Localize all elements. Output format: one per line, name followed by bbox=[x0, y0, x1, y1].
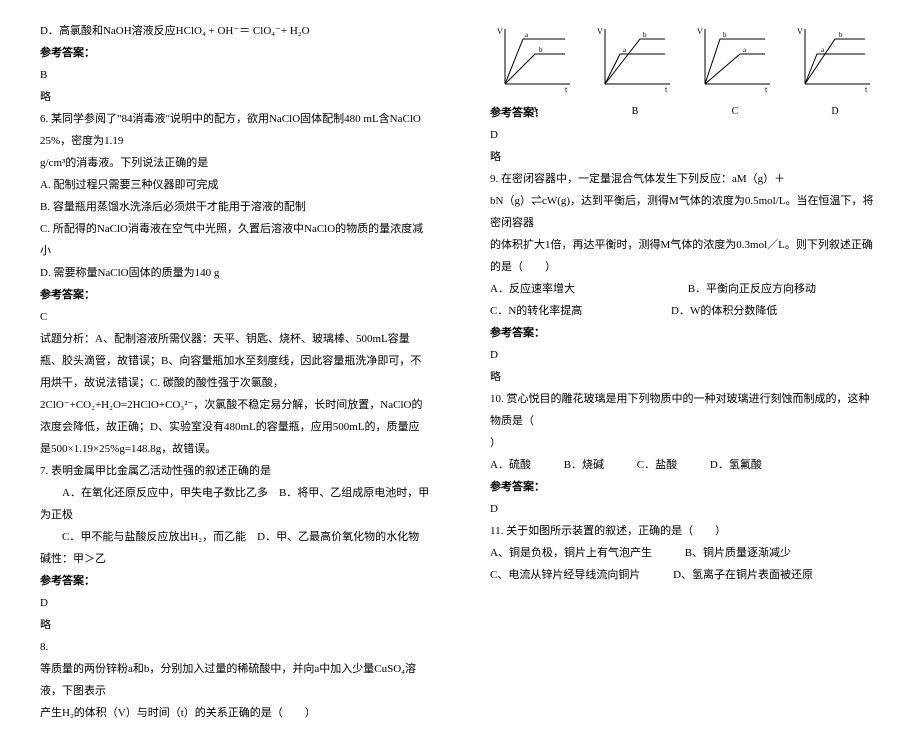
q6-option-d: D. 需要称量NaClO固体的质量为140 g bbox=[40, 262, 430, 284]
answer-9: D bbox=[490, 344, 880, 366]
answer-8: D bbox=[490, 124, 880, 146]
svg-text:t: t bbox=[865, 85, 868, 94]
svg-text:t: t bbox=[565, 85, 568, 94]
q9-option-a: A．反应速率增大 bbox=[490, 278, 575, 300]
q6-option-b: B. 容量瓶用蒸馏水洗涤后必须烘干才能用于溶液的配制 bbox=[40, 196, 430, 218]
q9-line1: 9. 在密闭容器中，一定量混合气体发生下列反应：aM（g）＋ bbox=[490, 168, 880, 190]
chart-a: V t a b A bbox=[495, 24, 575, 94]
q10-option-a: A．硫酸 bbox=[490, 454, 531, 476]
svg-text:t: t bbox=[765, 85, 768, 94]
q10-option-c: C．盐酸 bbox=[637, 454, 677, 476]
answer-label: 参考答案： bbox=[490, 322, 880, 344]
q7-option-c: C．甲不能与盐酸反应放出H₂，而乙能 bbox=[62, 531, 246, 543]
chart-label-d: D bbox=[795, 102, 875, 122]
answer-label: 参考答案： bbox=[40, 570, 430, 592]
q9-option-d: D．W的体积分数降低 bbox=[671, 300, 777, 322]
svg-text:b: b bbox=[723, 31, 727, 39]
q9-row2: C．N的转化率提高 D．W的体积分数降低 bbox=[490, 300, 880, 322]
answer-5: B bbox=[40, 64, 430, 86]
q7-row2: C．甲不能与盐酸反应放出H₂，而乙能 D．甲、乙最高价氧化物的水化物碱性：甲＞乙 bbox=[40, 526, 430, 570]
answer-10: D bbox=[490, 498, 880, 520]
q8-num: 8. bbox=[40, 636, 430, 658]
q10-option-b: B．烧碱 bbox=[564, 454, 604, 476]
chart-b: V t b a B bbox=[595, 24, 675, 94]
q8-line2: 产生H₂的体积（V）与时间（t）的关系正确的是（ ） bbox=[40, 702, 430, 724]
q9-row1: A．反应速率增大 B．平衡向正反应方向移动 bbox=[490, 278, 880, 300]
chart-row: V t a b A V t b a B bbox=[490, 24, 880, 94]
svg-text:a: a bbox=[821, 46, 825, 54]
chart-label-b: B bbox=[595, 102, 675, 122]
page-root: D．高氯酸和NaOH溶液反应HClO₄ + OH⁻＝ ClO₄⁻+ H₂O 参考… bbox=[40, 20, 880, 724]
right-column: V t a b A V t b a B bbox=[490, 20, 880, 724]
svg-text:a: a bbox=[743, 46, 747, 54]
svg-text:b: b bbox=[839, 31, 843, 39]
svg-text:V: V bbox=[797, 27, 803, 36]
lue-text: 略 bbox=[40, 86, 430, 108]
q11-line1: 11. 关于如图所示装置的叙述，正确的是（ ） bbox=[490, 520, 880, 542]
q6-line2: g/cm³的消毒液。下列说法正确的是 bbox=[40, 152, 430, 174]
q8-line1: 等质量的两份锌粉a和b，分别加入过量的稀硫酸中，并向a中加入少量CuSO₄溶液，… bbox=[40, 658, 430, 702]
answer-label: 参考答案： bbox=[40, 42, 430, 64]
answer-label: 参考答案： bbox=[40, 284, 430, 306]
q7-line1: 7. 表明金属甲比金属乙活动性强的叙述正确的是 bbox=[40, 460, 430, 482]
svg-text:V: V bbox=[597, 27, 603, 36]
q10-options: A．硫酸 B．烧碱 C．盐酸 D．氢氟酸 bbox=[490, 454, 880, 476]
answer-6: C bbox=[40, 306, 430, 328]
analysis-6: 试题分析：A、配制溶液所需仪器：天平、钥匙、烧杯、玻璃棒、500mL容量瓶、胶头… bbox=[40, 328, 430, 460]
chart-label-c: C bbox=[695, 102, 775, 122]
lue-text: 略 bbox=[40, 614, 430, 636]
svg-text:V: V bbox=[497, 27, 503, 36]
lue-text: 略 bbox=[490, 366, 880, 388]
svg-text:a: a bbox=[525, 31, 529, 39]
q11-option-b: B、铜片质量逐渐减少 bbox=[685, 542, 791, 564]
chart-d: V t b a D bbox=[795, 24, 875, 94]
q10-line1: 10. 赏心悦目的雕花玻璃是用下列物质中的一种对玻璃进行刻蚀而制成的，这种物质是… bbox=[490, 388, 880, 432]
q7-row1: A．在氧化还原反应中，甲失电子数比乙多 B．将甲、乙组成原电池时，甲为正极 bbox=[40, 482, 430, 526]
svg-text:t: t bbox=[665, 85, 668, 94]
q11-row1: A、铜是负极，铜片上有气泡产生 B、铜片质量逐渐减少 bbox=[490, 542, 880, 564]
svg-text:a: a bbox=[623, 46, 627, 54]
answer-7: D bbox=[40, 592, 430, 614]
svg-text:b: b bbox=[539, 46, 543, 54]
q7-option-a: A．在氧化还原反应中，甲失电子数比乙多 bbox=[62, 487, 268, 499]
left-column: D．高氯酸和NaOH溶液反应HClO₄ + OH⁻＝ ClO₄⁻+ H₂O 参考… bbox=[40, 20, 430, 724]
answer-label: 参考答案： bbox=[490, 476, 880, 498]
q11-option-d: D、氢离子在铜片表面被还原 bbox=[673, 564, 813, 586]
svg-text:V: V bbox=[697, 27, 703, 36]
q9-option-b: B．平衡向正反应方向移动 bbox=[688, 278, 816, 300]
lue-text: 略 bbox=[490, 146, 880, 168]
q10-option-d: D．氢氟酸 bbox=[710, 454, 762, 476]
q6-option-c: C. 所配得的NaClO消毒液在空气中光照，久置后溶液中NaClO的物质的量浓度… bbox=[40, 218, 430, 262]
q10-line2: ） bbox=[490, 432, 880, 454]
chart-c: V t b a C bbox=[695, 24, 775, 94]
q6-line1: 6. 某同学参阅了"84消毒液"说明中的配方，欲用NaClO固体配制480 mL… bbox=[40, 108, 430, 152]
chart-label-a: A bbox=[495, 102, 575, 122]
q9-option-c: C．N的转化率提高 bbox=[490, 300, 582, 322]
svg-text:b: b bbox=[643, 31, 647, 39]
q11-option-a: A、铜是负极，铜片上有气泡产生 bbox=[490, 542, 652, 564]
q6-option-a: A. 配制过程只需要三种仪器即可完成 bbox=[40, 174, 430, 196]
q9-line3: 的体积扩大1倍，再达平衡时，测得M气体的浓度为0.3mol／L。则下列叙述正确的… bbox=[490, 234, 880, 278]
q11-option-c: C、电流从锌片经导线流向铜片 bbox=[490, 564, 640, 586]
q11-row2: C、电流从锌片经导线流向铜片 D、氢离子在铜片表面被还原 bbox=[490, 564, 880, 586]
q9-line2: bN（g）⇌cW(g)，达到平衡后，测得M气体的浓度为0.5mol/L。当在恒温… bbox=[490, 190, 880, 234]
q5-option-d: D．高氯酸和NaOH溶液反应HClO₄ + OH⁻＝ ClO₄⁻+ H₂O bbox=[40, 20, 430, 42]
